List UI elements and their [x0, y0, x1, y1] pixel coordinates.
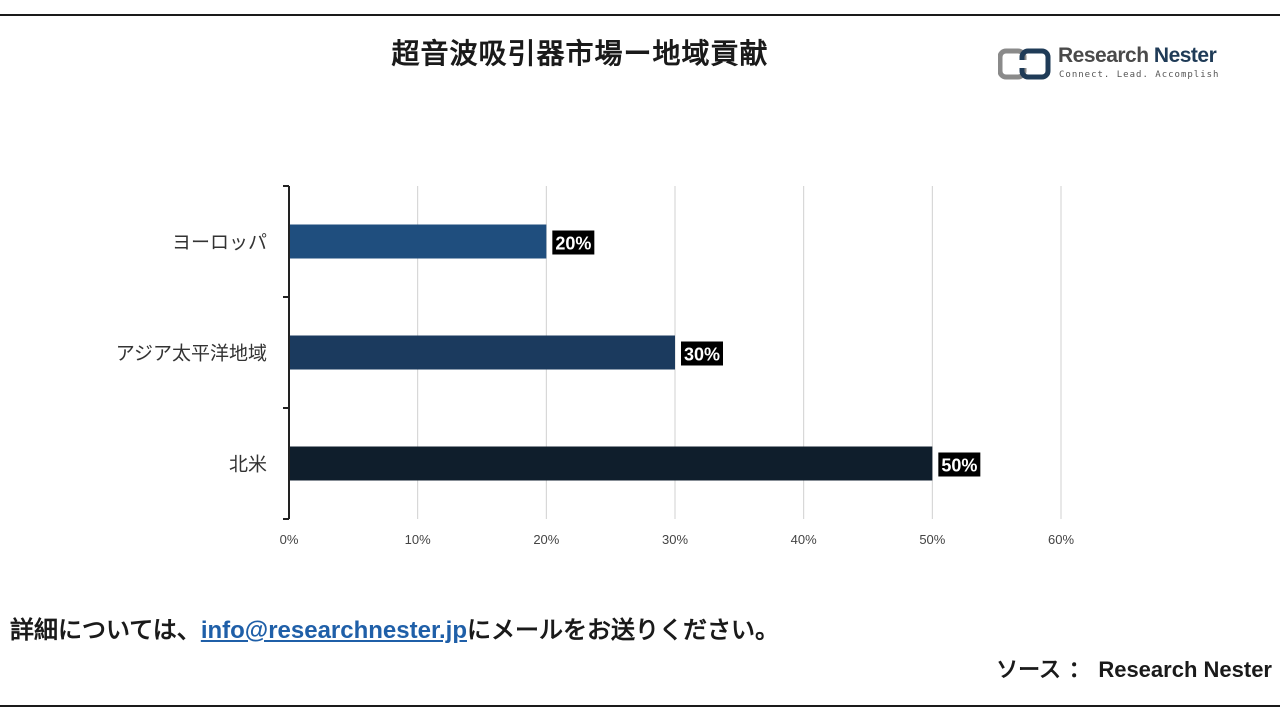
x-tick-label: 60%	[1048, 532, 1074, 547]
x-tick-label: 20%	[533, 532, 559, 547]
logo-tagline: Connect. Lead. Accomplish	[1059, 70, 1220, 80]
bar	[290, 335, 675, 370]
research-nester-logo: Research Nester Connect. Lead. Accomplis…	[998, 44, 1228, 88]
bar	[290, 224, 547, 259]
x-tick-label: 30%	[662, 532, 688, 547]
logo-brand-part2: Nester	[1153, 44, 1217, 67]
category-label: 北米	[229, 454, 267, 476]
page-title: 超音波吸引器市場ー地域貢献	[391, 37, 769, 70]
data-label-box	[938, 452, 981, 477]
data-label: 50%	[941, 456, 977, 476]
data-label: 30%	[684, 345, 720, 365]
contact-suffix: にメールをお送りください。	[466, 616, 779, 644]
logo-brand-part1: Research	[1058, 44, 1149, 67]
x-tick-label: 10%	[405, 532, 431, 547]
data-label-box	[681, 341, 723, 366]
bar	[290, 446, 933, 481]
data-label-box	[552, 230, 595, 255]
logo-mark-icon	[998, 48, 1051, 80]
source-name: Research Nester	[1098, 657, 1272, 682]
data-label: 20%	[555, 234, 591, 254]
top-rule	[0, 14, 1280, 16]
category-label: ヨーロッパ	[172, 232, 267, 254]
source-label: ソース ：	[996, 658, 1091, 683]
source-line: ソース ： Research Nester	[996, 652, 1272, 684]
x-tick-label: 0%	[280, 532, 299, 547]
x-tick-label: 40%	[791, 532, 817, 547]
logo-brand: Research Nester	[1058, 44, 1217, 68]
contact-prefix: 詳細については、	[10, 616, 201, 644]
bottom-rule	[0, 705, 1280, 707]
contact-email-link[interactable]: info@researchnester.jp	[200, 617, 467, 644]
contact-line: 詳細については、info@researchnester.jpにメールをお送りくだ…	[10, 610, 779, 645]
category-label: アジア太平洋地域	[116, 343, 267, 365]
x-tick-label: 50%	[919, 532, 945, 547]
